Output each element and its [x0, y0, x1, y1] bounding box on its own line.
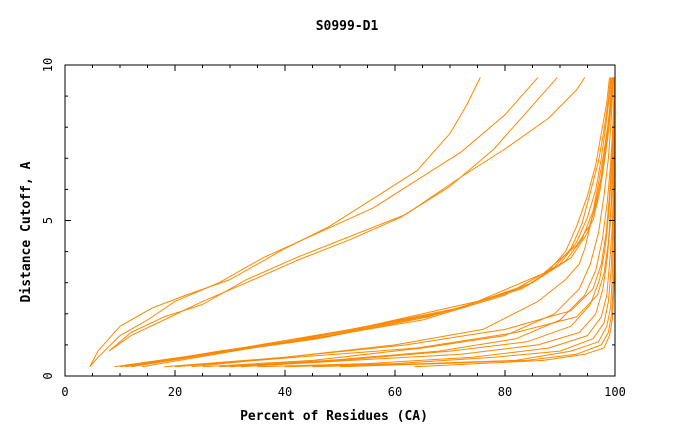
series-line-15 — [240, 77, 616, 368]
y-tick-label-10: 10 — [41, 58, 55, 72]
series-line-11 — [191, 77, 613, 368]
series-line-7 — [125, 77, 613, 368]
x-tick-label-80: 80 — [498, 385, 512, 399]
series-line-9 — [130, 77, 615, 368]
series-line-5 — [114, 77, 610, 368]
series-line-2 — [89, 77, 539, 368]
x-tick-label-20: 20 — [168, 385, 182, 399]
series-line-12 — [202, 77, 614, 368]
series-line-13 — [218, 77, 615, 368]
tick-layer: 0 20 40 60 80 100 0 5 10 — [41, 58, 626, 399]
series-line-18 — [312, 77, 616, 368]
series-line-14 — [229, 77, 616, 368]
x-tick-label-40: 40 — [278, 385, 292, 399]
plot-frame — [64, 64, 616, 377]
x-axis-label: Percent of Residues (CA) — [240, 409, 428, 424]
chart-title: S0999-D1 — [316, 19, 379, 34]
series-line-10 — [141, 77, 615, 368]
series-line-6 — [119, 77, 612, 368]
x-tick-label-0: 0 — [61, 385, 68, 399]
x-tick-label-100: 100 — [604, 385, 626, 399]
y-tick-label-0: 0 — [41, 372, 55, 379]
series-line-17 — [284, 77, 616, 368]
y-axis-label: Distance Cutoff, A — [19, 161, 34, 302]
y-tick-label-5: 5 — [41, 217, 55, 224]
series-layer — [89, 77, 616, 368]
series-line-4 — [108, 77, 586, 352]
series-line-20 — [414, 77, 616, 368]
series-line-3 — [108, 77, 558, 352]
series-line-22 — [174, 77, 616, 368]
x-tick-label-60: 60 — [388, 385, 402, 399]
series-line-1 — [89, 77, 481, 367]
series-line-8 — [130, 77, 614, 368]
series-line-16 — [257, 77, 616, 368]
series-line-21 — [163, 77, 615, 368]
